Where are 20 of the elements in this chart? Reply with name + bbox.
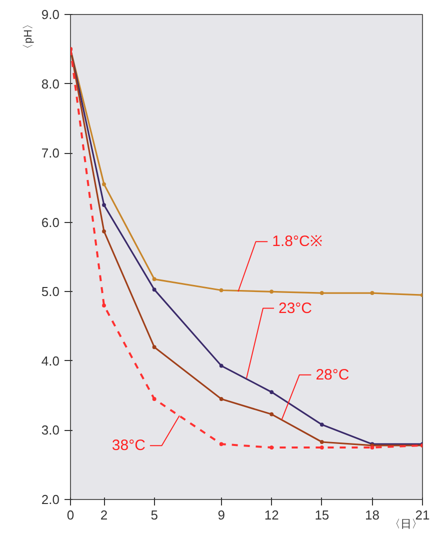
y-tick-label: 7.0 <box>41 146 60 161</box>
x-tick-label: 9 <box>218 508 225 522</box>
annotation: 38°C <box>112 437 146 454</box>
x-tick-label: 15 <box>314 508 330 522</box>
annotation: 28°C <box>316 366 350 384</box>
y-tick-label: 2.0 <box>41 492 60 507</box>
y-tick-label: 5.0 <box>41 284 60 300</box>
y-tick-label: 3.0 <box>41 422 60 438</box>
y-tick-label: 9.0 <box>41 7 60 22</box>
y-tick-label: 6.0 <box>41 214 60 230</box>
annotation: 23°C <box>278 300 312 317</box>
y-tick-label: 4.0 <box>41 353 60 368</box>
x-tick-label: 0 <box>66 508 74 522</box>
annotation: 1.8°C※ <box>272 233 323 250</box>
x-tick-label: 12 <box>264 508 279 522</box>
x-tick-label: 5 <box>150 508 158 522</box>
y-tick-label: 8.0 <box>41 76 60 92</box>
y-axis-title: 〈pH〉 <box>22 18 34 54</box>
x-tick-label: 18 <box>364 508 380 522</box>
x-tick-label: 2 <box>100 508 108 522</box>
